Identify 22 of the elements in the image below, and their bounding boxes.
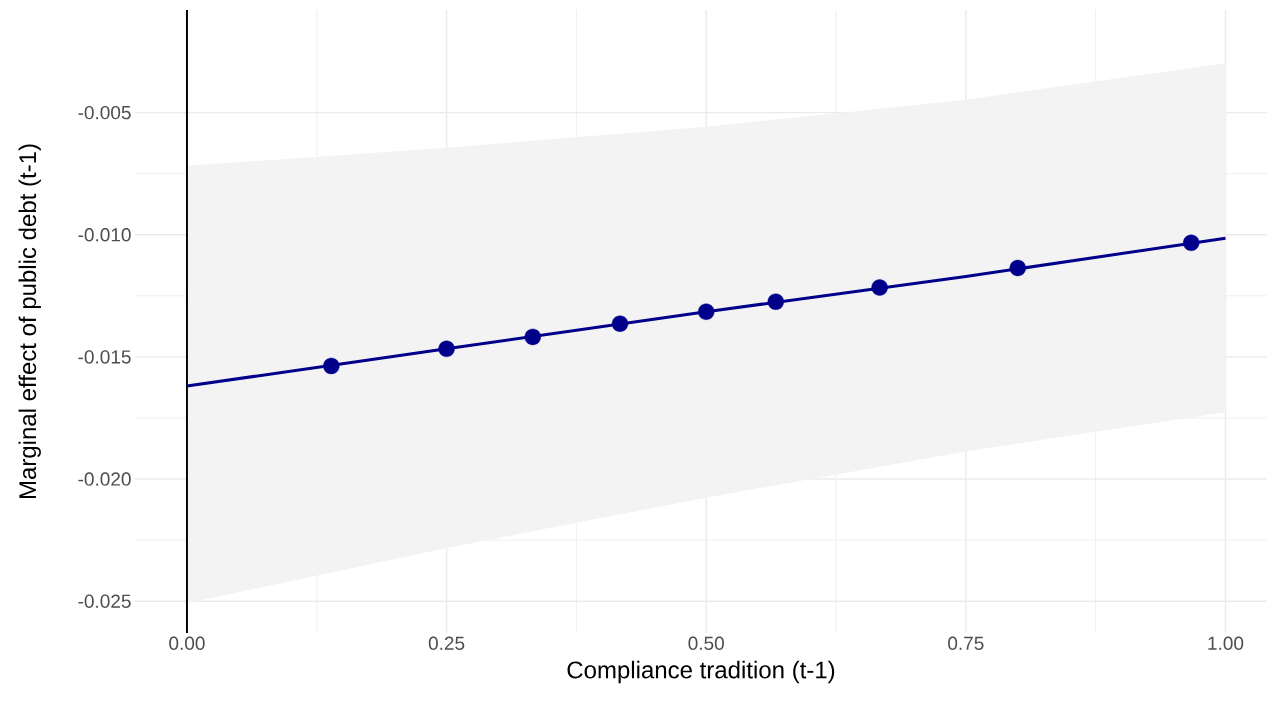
y-tick-label: -0.025 [78, 594, 131, 608]
point [323, 357, 340, 375]
x-tick-label: 1.00 [1208, 636, 1244, 650]
y-tick-label: -0.020 [78, 472, 131, 486]
point [1009, 259, 1026, 277]
y-tick-label: -0.015 [78, 350, 131, 364]
point [438, 340, 455, 358]
x-axis-title: Compliance tradition (t-1) [567, 660, 835, 684]
point [698, 303, 715, 320]
point [871, 279, 888, 296]
point [611, 315, 629, 332]
point [1183, 234, 1200, 252]
point [524, 328, 541, 346]
x-tick-label: 0.75 [948, 636, 984, 650]
point [767, 293, 784, 310]
x-tick-label: 0.00 [169, 636, 205, 650]
y-tick-label: -0.005 [78, 105, 131, 120]
y-tick-label: -0.010 [78, 228, 131, 242]
line-series [185, 236, 1227, 388]
y-axis-title: Marginal effect of public debt (t-1) [18, 144, 41, 499]
x-tick-label: 0.50 [688, 636, 724, 650]
x-tick-label: 0.25 [428, 636, 465, 650]
